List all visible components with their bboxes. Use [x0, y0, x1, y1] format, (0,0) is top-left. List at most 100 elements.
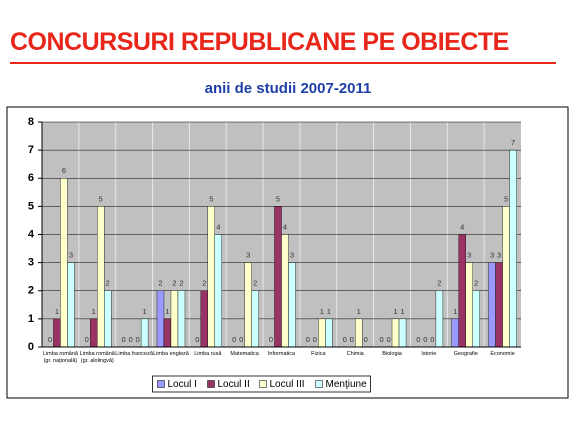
data-label: 1	[165, 307, 169, 316]
data-label: 0	[350, 335, 354, 344]
data-label: 3	[490, 251, 494, 260]
x-tick-label: Limba rusă	[194, 351, 222, 357]
data-label: 2	[202, 279, 206, 288]
bar	[472, 290, 480, 348]
data-label: 4	[216, 222, 220, 231]
legend-label: Locul III	[270, 379, 305, 390]
data-label: 0	[364, 335, 368, 344]
y-tick-label: 2	[28, 285, 34, 297]
x-tick-label: Economie	[490, 351, 515, 357]
x-tick-label: Geografie	[453, 351, 478, 357]
bar	[465, 262, 473, 348]
legend-swatch	[259, 380, 267, 388]
data-label: 1	[55, 307, 59, 316]
data-label: 0	[430, 335, 434, 344]
data-label: 1	[453, 307, 457, 316]
bar	[488, 262, 496, 348]
x-tick-label: Limba franceză	[115, 351, 153, 357]
y-tick-label: 0	[28, 341, 34, 353]
data-label: 1	[357, 307, 361, 316]
bar	[177, 290, 186, 348]
bar	[53, 318, 61, 348]
bar	[156, 290, 165, 348]
data-label: 1	[92, 307, 96, 316]
bar	[207, 206, 216, 348]
data-label: 0	[416, 335, 420, 344]
bar	[274, 206, 282, 348]
bar	[435, 290, 444, 348]
bar	[398, 318, 407, 348]
bar	[97, 206, 105, 348]
data-label: 0	[195, 335, 199, 344]
bar	[214, 234, 223, 348]
data-label: 7	[511, 138, 515, 147]
data-label: 4	[283, 222, 287, 231]
legend-swatch	[315, 380, 323, 388]
bar	[67, 262, 75, 348]
data-label: 0	[122, 335, 126, 344]
data-label: 2	[474, 279, 478, 288]
y-tick-label: 8	[28, 116, 34, 128]
legend-swatch	[207, 380, 215, 388]
bar	[244, 262, 252, 348]
data-label: 0	[129, 335, 133, 344]
bar	[170, 290, 179, 348]
data-label: 2	[437, 279, 441, 288]
data-label: 2	[106, 279, 110, 288]
bar	[354, 318, 363, 348]
bar	[495, 262, 503, 348]
data-label: 0	[85, 335, 89, 344]
data-label: 3	[69, 251, 73, 260]
data-label: 0	[379, 335, 383, 344]
legend-label: Locul I	[168, 379, 197, 390]
data-label: 3	[246, 251, 250, 260]
data-label: 1	[327, 307, 331, 316]
data-label: 5	[504, 194, 508, 203]
data-label: 0	[239, 335, 243, 344]
bar	[391, 318, 400, 348]
data-label: 5	[209, 194, 213, 203]
bar	[509, 149, 517, 348]
y-tick-label: 7	[28, 144, 34, 156]
bar	[90, 318, 98, 348]
legend-label: Locul II	[218, 379, 250, 390]
data-label: 0	[269, 335, 273, 344]
y-tick-label: 3	[28, 257, 34, 269]
data-label: 1	[143, 307, 147, 316]
bar	[200, 290, 209, 348]
data-label: 1	[393, 307, 397, 316]
data-label: 2	[253, 279, 257, 288]
data-label: 0	[423, 335, 427, 344]
bar	[451, 318, 459, 348]
x-tick-label: Chimia	[346, 351, 364, 357]
bar	[104, 290, 112, 348]
x-tick-label: Matematica	[230, 351, 259, 357]
slide-title: CONCURSURI REPUBLICANE PE OBIECTE	[10, 28, 509, 56]
data-label: 5	[276, 194, 280, 203]
data-label: 0	[343, 335, 347, 344]
data-label: 1	[320, 307, 324, 316]
data-label: 0	[136, 335, 140, 344]
x-tick-label: Limba română (gr. naţională)	[42, 351, 78, 364]
data-label: 0	[313, 335, 317, 344]
bar	[60, 178, 68, 348]
x-tick-label: Informatica	[267, 351, 296, 357]
data-label: 4	[460, 222, 464, 231]
data-label: 3	[290, 251, 294, 260]
data-label: 2	[158, 279, 162, 288]
bar	[140, 318, 149, 348]
chart-subtitle: anii de studii 2007-2011	[204, 80, 372, 97]
x-tick-label: Limba română (gr. alolingvă)	[79, 351, 115, 364]
data-label: 0	[386, 335, 390, 344]
bar	[288, 262, 296, 348]
bar	[325, 318, 333, 348]
data-label: 3	[467, 251, 471, 260]
y-tick-label: 5	[28, 200, 34, 212]
legend-swatch	[157, 380, 165, 388]
data-label: 0	[306, 335, 310, 344]
title-rule	[10, 62, 556, 64]
data-label: 0	[48, 335, 52, 344]
legend-label: Menţiune	[326, 379, 368, 390]
data-label: 5	[99, 194, 103, 203]
